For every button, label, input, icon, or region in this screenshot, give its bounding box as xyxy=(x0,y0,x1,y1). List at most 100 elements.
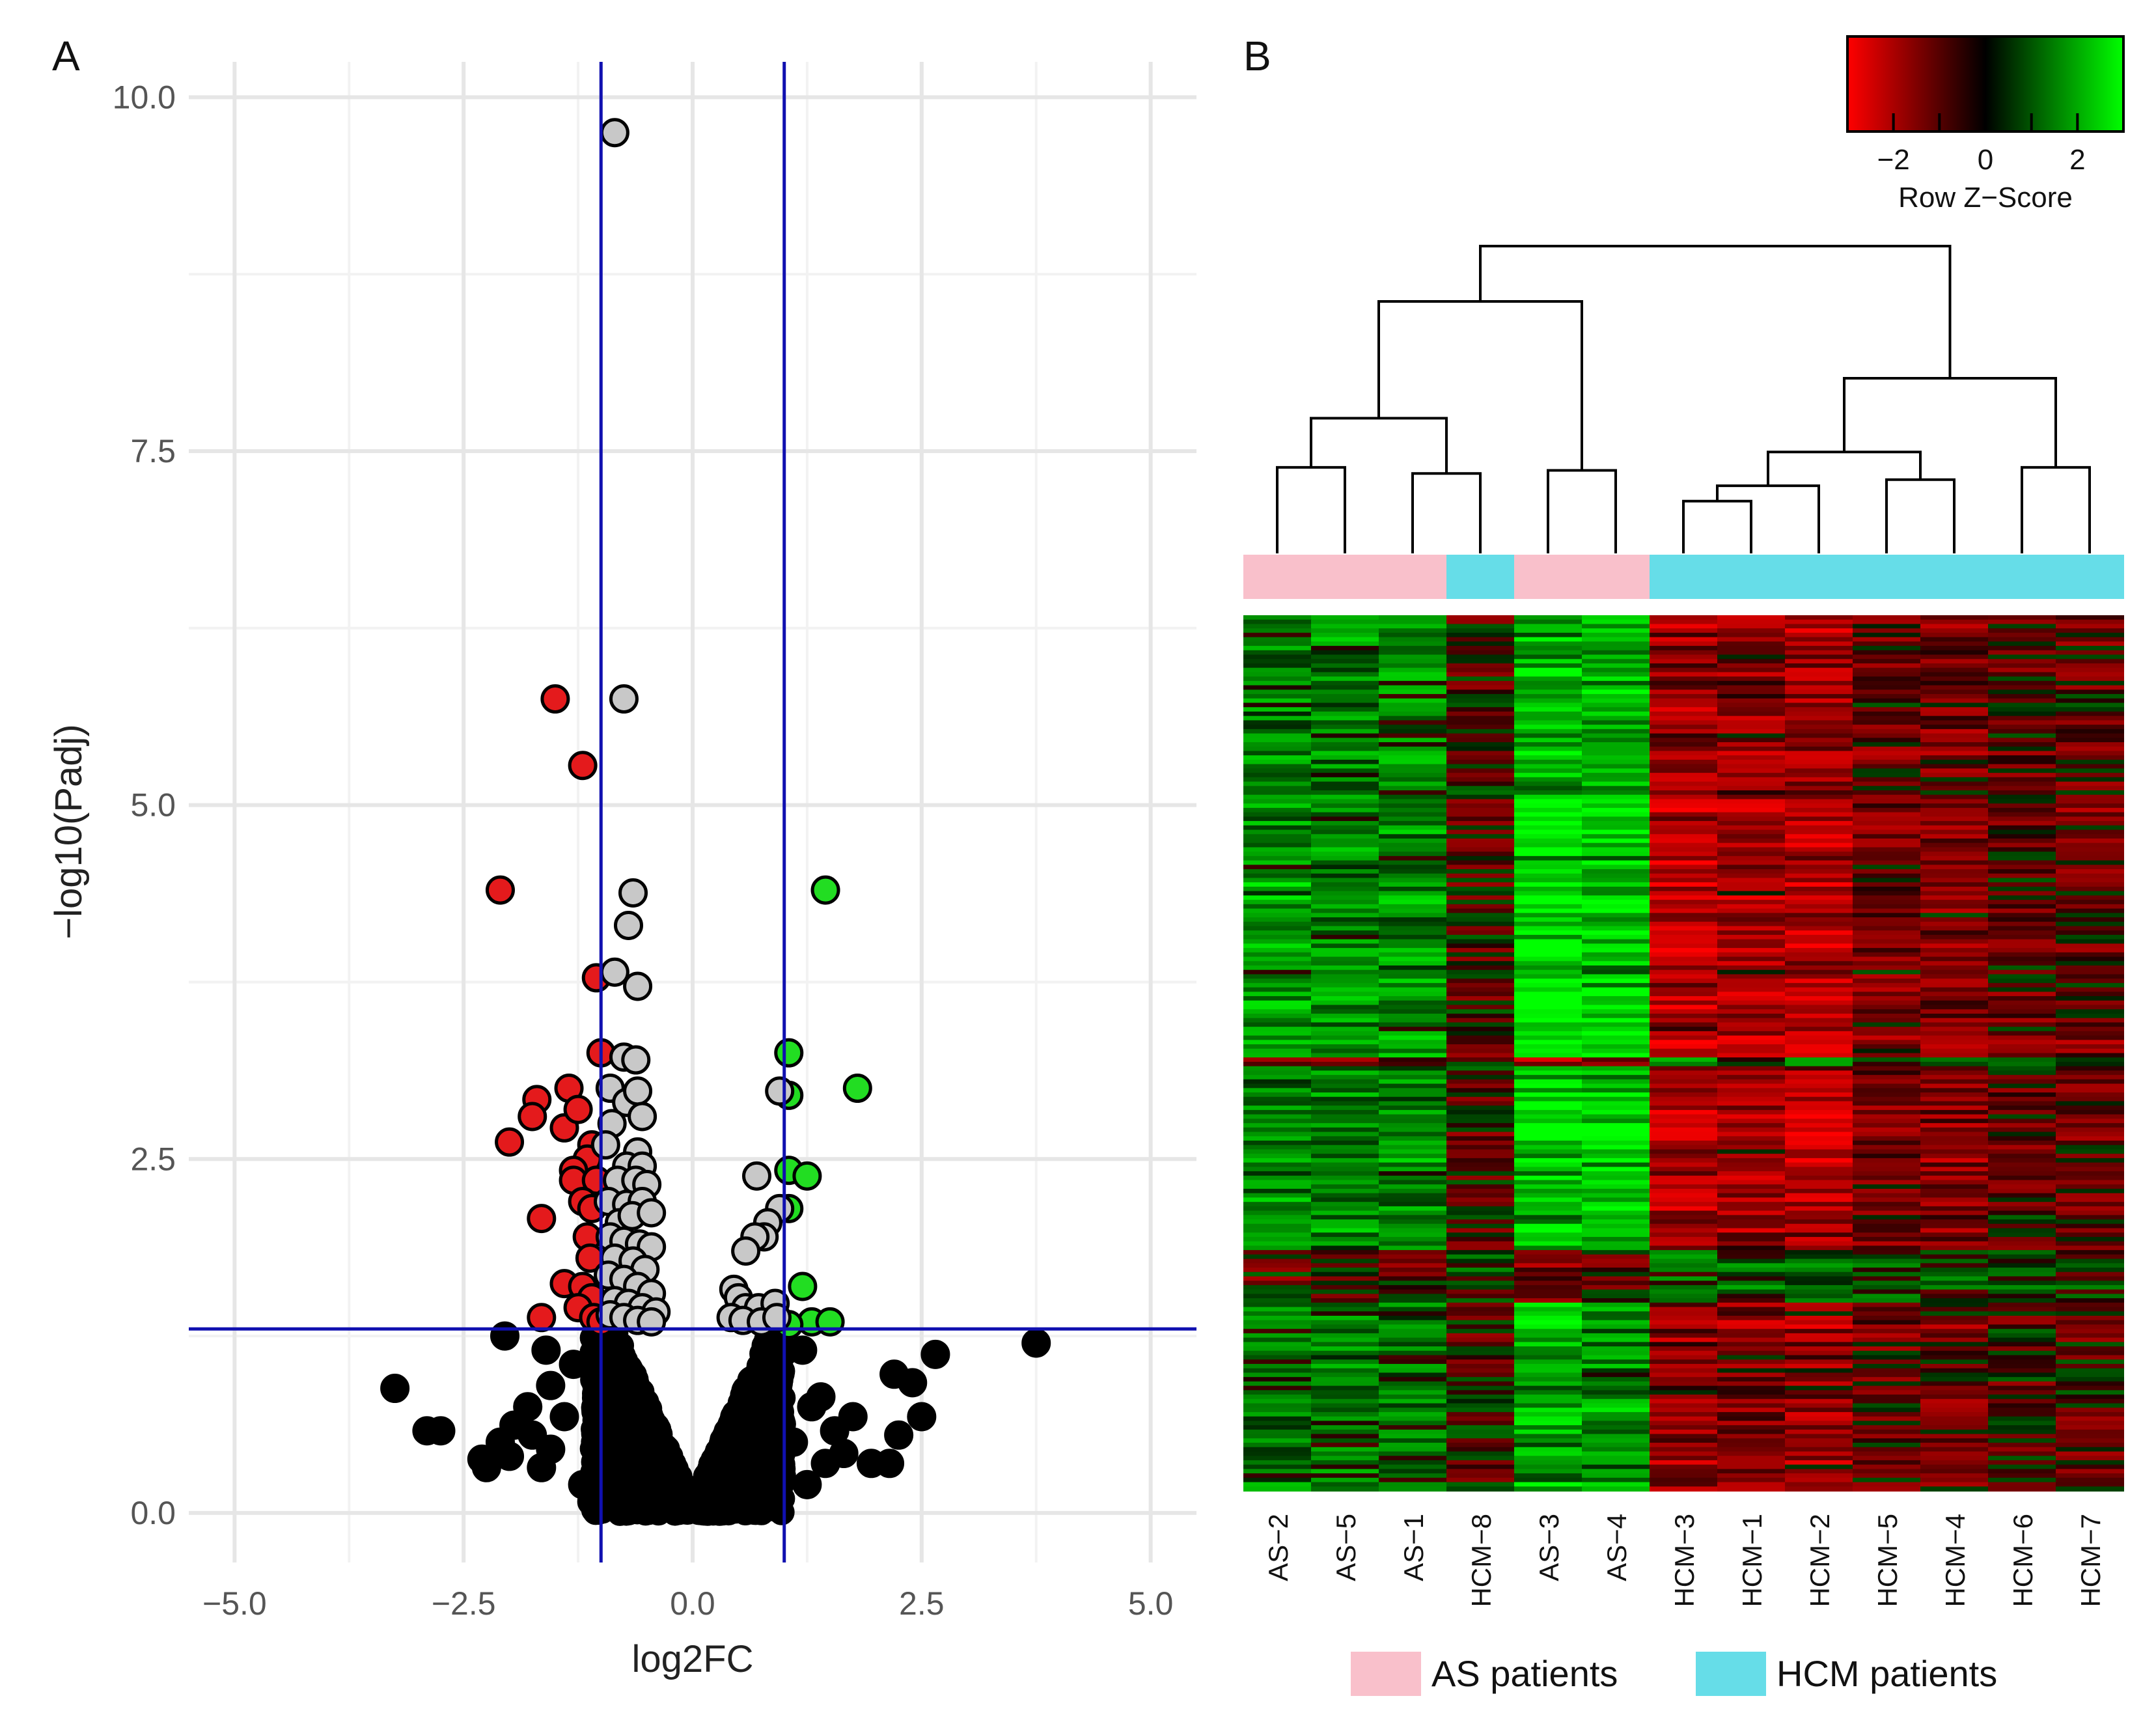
heatmap-cell xyxy=(1988,904,2056,910)
heatmap-cell xyxy=(1582,1241,1650,1247)
heatmap-cell xyxy=(2056,746,2124,752)
heatmap-cell xyxy=(1988,667,2056,673)
heatmap-cell xyxy=(1785,847,1853,853)
heatmap-cell xyxy=(1582,615,1650,620)
heatmap-cell xyxy=(2056,1066,2124,1072)
heatmap-cell xyxy=(2056,1381,2124,1387)
heatmap-cell xyxy=(1446,895,1515,901)
heatmap-cell xyxy=(1311,1425,1379,1430)
heatmap-cell xyxy=(1650,1268,1718,1273)
heatmap-cell xyxy=(1853,1154,1921,1159)
heatmap-cell xyxy=(1785,742,1853,747)
heatmap-cell xyxy=(1785,1127,1853,1133)
heatmap-cell xyxy=(1379,1070,1447,1076)
heatmap-cell xyxy=(1446,1276,1515,1282)
heatmap-cell xyxy=(1717,1443,1786,1448)
heatmap-cell xyxy=(1650,917,1718,923)
heatmap-cell xyxy=(1582,685,1650,691)
heatmap-cell xyxy=(1853,725,1921,730)
heatmap-cell xyxy=(1243,1009,1312,1014)
heatmap-cell xyxy=(1311,1337,1379,1343)
heatmap-cell xyxy=(1582,1018,1650,1023)
heatmap-cell xyxy=(1379,1109,1447,1115)
heatmap-cell xyxy=(1243,1154,1312,1159)
heatmap-cell xyxy=(1514,764,1582,770)
heatmap-cell xyxy=(1311,812,1379,818)
heatmap-cell xyxy=(1988,1188,2056,1194)
heatmap-cell xyxy=(1311,961,1379,966)
heatmap-cell xyxy=(1243,974,1312,980)
heatmap-cell xyxy=(1379,768,1447,774)
heatmap-cell xyxy=(2056,1416,2124,1422)
heatmap-cell xyxy=(1650,1263,1718,1269)
heatmap-cell xyxy=(1717,860,1786,866)
heatmap-cell xyxy=(1582,1411,1650,1417)
heatmap-cell xyxy=(1853,1232,1921,1238)
panel-label-a: A xyxy=(52,33,80,79)
heatmap-cell xyxy=(1243,1044,1312,1049)
heatmap-cell xyxy=(1717,1276,1786,1282)
heatmap-cell xyxy=(1311,1245,1379,1251)
heatmap-cell xyxy=(1243,1460,1312,1465)
heatmap-cell xyxy=(1650,1210,1718,1216)
heatmap-cell xyxy=(1514,1162,1582,1168)
heatmap-cell xyxy=(1650,1254,1718,1260)
heatmap-cell xyxy=(1785,777,1853,783)
heatmap-cell xyxy=(1785,1333,1853,1339)
heatmap-cell xyxy=(1379,1320,1447,1326)
heatmap-cell xyxy=(1988,777,2056,783)
heatmap-cell xyxy=(1920,1127,1989,1133)
heatmap-cell xyxy=(1311,698,1379,704)
heatmap-cell xyxy=(1446,1018,1515,1023)
heatmap-cell xyxy=(1446,1035,1515,1041)
heatmap-cell xyxy=(1920,1385,1989,1391)
heatmap-cell xyxy=(1717,812,1786,818)
heatmap-cell xyxy=(1717,1066,1786,1072)
heatmap-cell xyxy=(1853,1421,1921,1426)
heatmap-cell xyxy=(1717,1329,1786,1334)
heatmap-cell xyxy=(1853,659,1921,664)
heatmap-cell xyxy=(1582,1263,1650,1269)
heatmap-cell xyxy=(1379,619,1447,625)
heatmap-cell xyxy=(1446,807,1515,813)
heatmap-cell xyxy=(1446,1456,1515,1461)
not-significant-point xyxy=(907,1402,937,1432)
group-bar-cell xyxy=(1311,555,1379,599)
heatmap-cell xyxy=(2056,1333,2124,1339)
heatmap-cell xyxy=(1379,1381,1447,1387)
heatmap-cell xyxy=(1311,615,1379,620)
heatmap-cell xyxy=(1514,685,1582,691)
heatmap-cell xyxy=(2056,1298,2124,1303)
heatmap-cell xyxy=(1311,891,1379,896)
heatmap-cell xyxy=(1988,855,2056,861)
heatmap-cell xyxy=(1514,1236,1582,1242)
heatmap-cell xyxy=(1853,628,1921,633)
heatmap-cell xyxy=(1853,1263,1921,1269)
heatmap-cell xyxy=(1853,1109,1921,1115)
heatmap-cell xyxy=(1379,974,1447,980)
heatmap-cell xyxy=(1853,1013,1921,1019)
heatmap-cell xyxy=(2056,707,2124,712)
heatmap-cell xyxy=(1853,1241,1921,1247)
heatmap-cell xyxy=(1853,1228,1921,1234)
heatmap-cell xyxy=(1988,1022,2056,1028)
heatmap-cell xyxy=(1446,1109,1515,1115)
heatmap-cell xyxy=(1785,790,1853,796)
heatmap-cell xyxy=(1582,1320,1650,1326)
heatmap-cell xyxy=(1853,1088,1921,1094)
heatmap-cell xyxy=(1717,852,1786,857)
heatmap-cell xyxy=(2056,1434,2124,1439)
heatmap-cell xyxy=(1446,1092,1515,1098)
heatmap-cell xyxy=(1920,738,1989,743)
heatmap-cell xyxy=(1920,878,1989,883)
heatmap-cell xyxy=(1853,698,1921,704)
heatmap-cell xyxy=(1650,1289,1718,1295)
heatmap-cell xyxy=(1785,1193,1853,1199)
heatmap-cell xyxy=(1446,632,1515,638)
heatmap-cell xyxy=(1785,1162,1853,1168)
heatmap-cell xyxy=(1988,1057,2056,1062)
heatmap-cell xyxy=(1853,1324,1921,1330)
group-bar-cell xyxy=(1243,555,1312,599)
heatmap-cell xyxy=(1514,1447,1582,1452)
heatmap-cell xyxy=(1988,755,2056,760)
